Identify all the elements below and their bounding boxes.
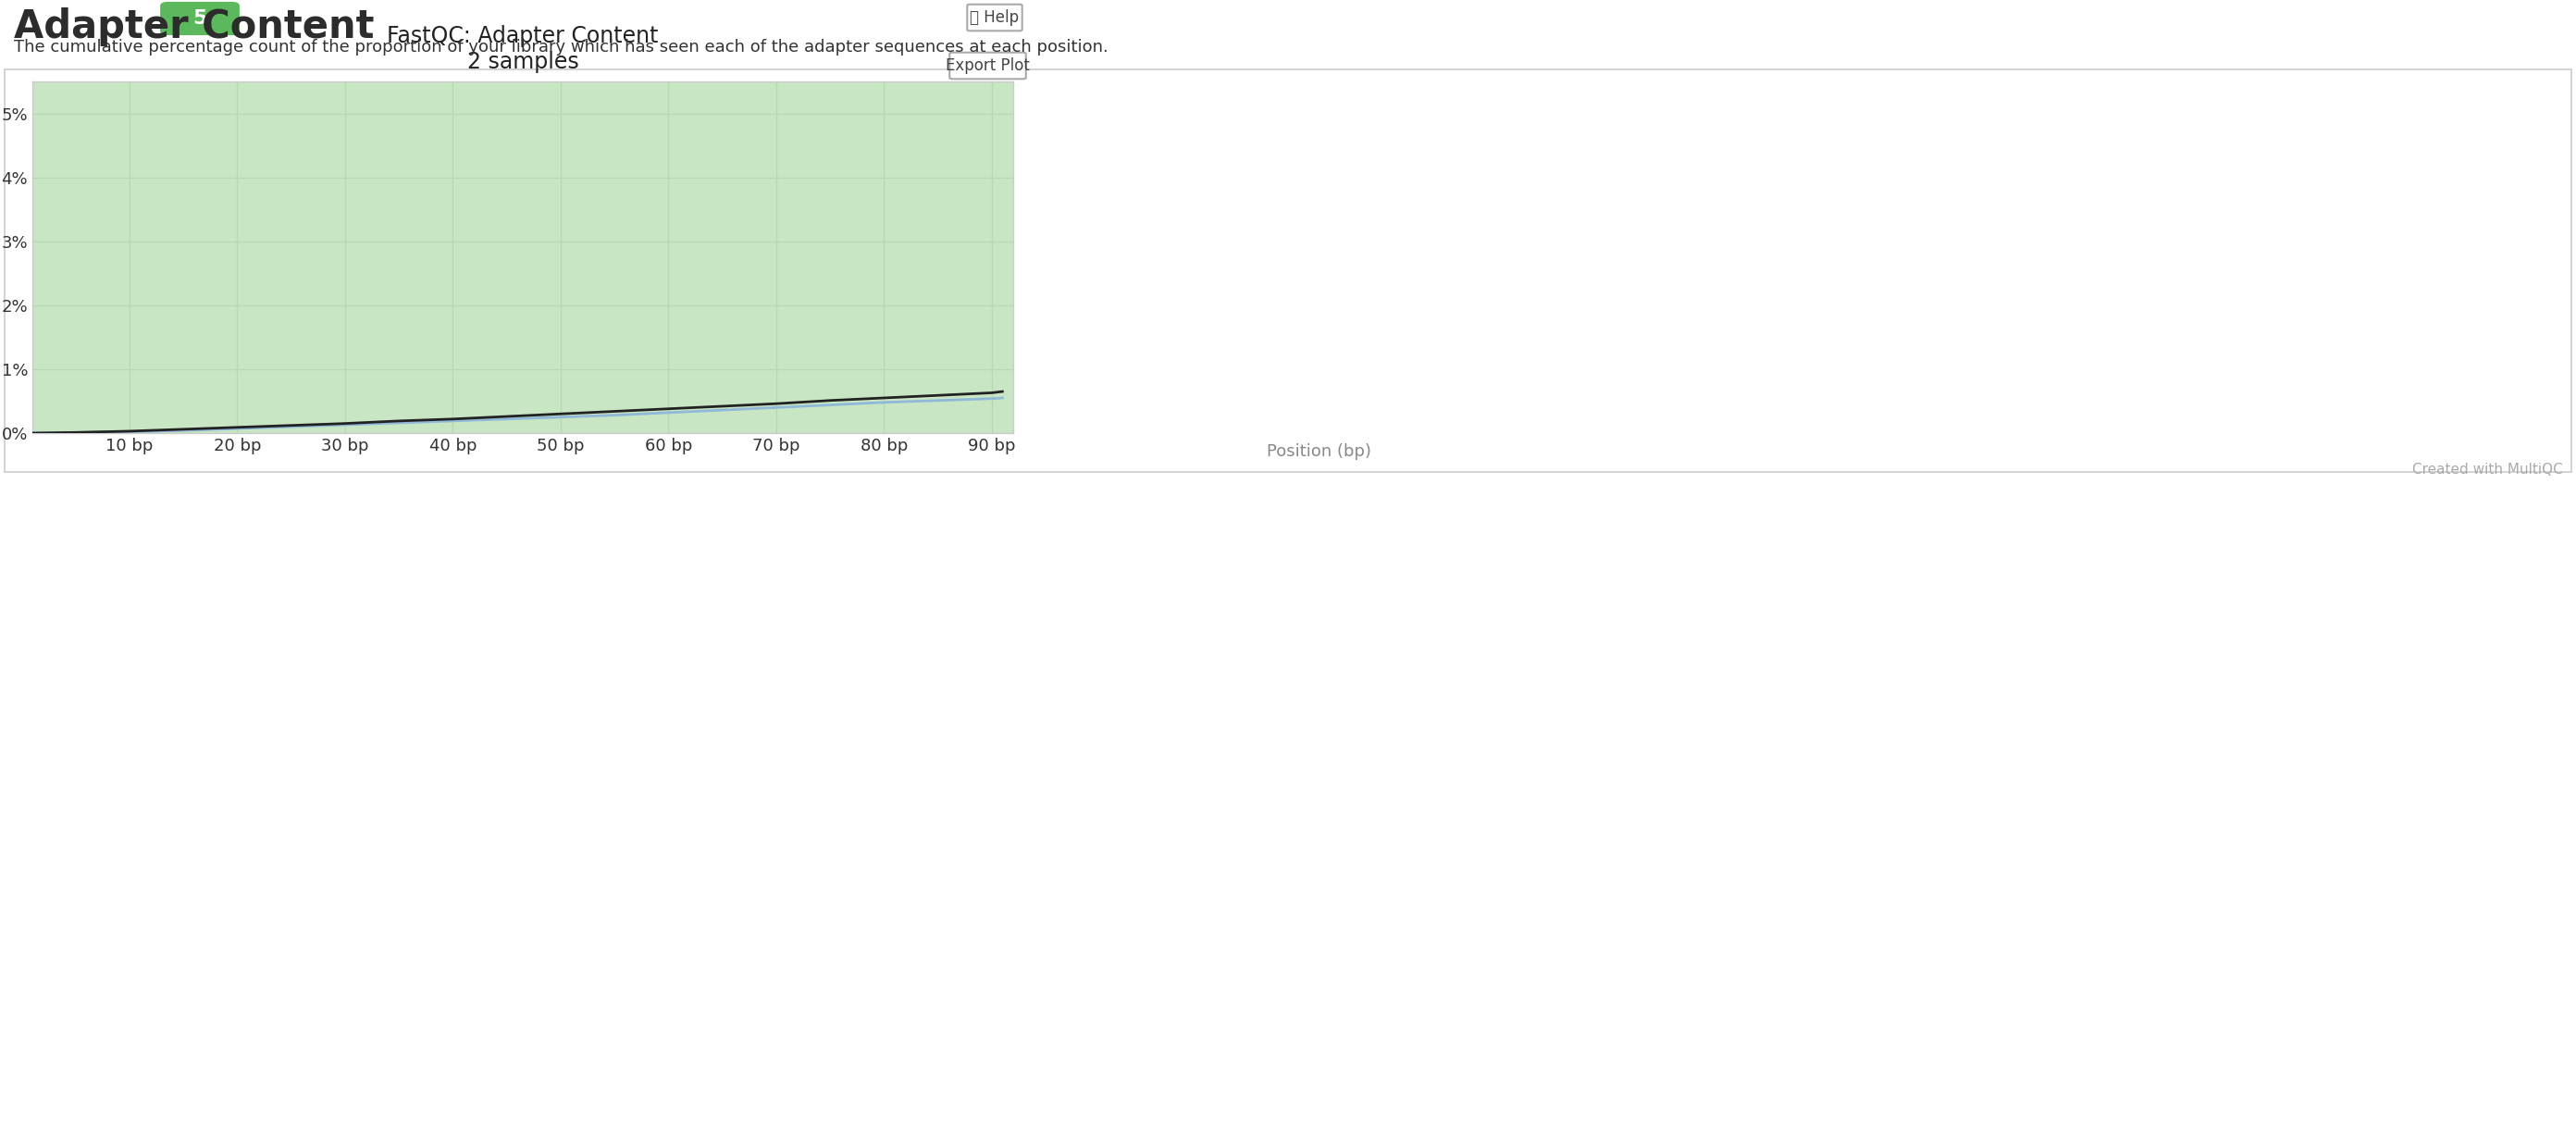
Text: Export Plot: Export Plot	[945, 58, 1030, 75]
Text: Position (bp): Position (bp)	[1267, 444, 1370, 460]
Text: The cumulative percentage count of the proportion of your library which has seen: The cumulative percentage count of the p…	[13, 38, 1108, 55]
Title: FastQC: Adapter Content
2 samples: FastQC: Adapter Content 2 samples	[386, 25, 659, 73]
FancyBboxPatch shape	[966, 5, 1023, 30]
Text: 5: 5	[193, 9, 206, 28]
FancyBboxPatch shape	[951, 52, 1025, 79]
Text: Adapter Content: Adapter Content	[13, 8, 374, 46]
Text: Created with MultiQC: Created with MultiQC	[2414, 463, 2563, 476]
FancyBboxPatch shape	[160, 2, 240, 35]
Text: ❓ Help: ❓ Help	[971, 9, 1020, 26]
